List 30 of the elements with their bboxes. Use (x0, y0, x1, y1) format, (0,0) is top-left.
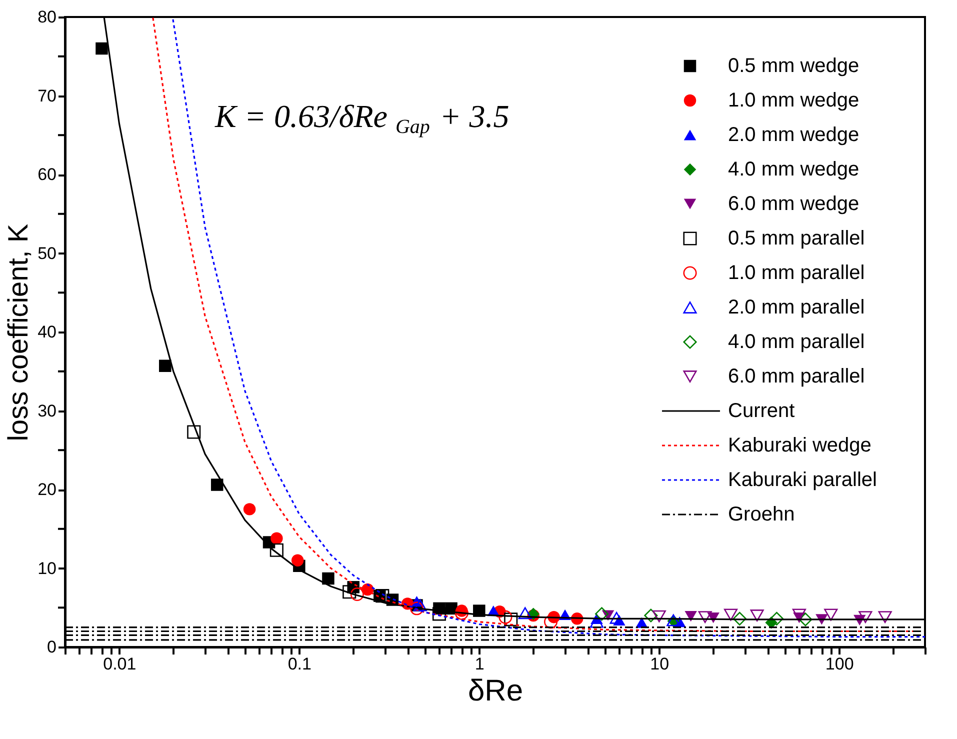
legend-label: 6.0 mm wedge (728, 193, 860, 215)
legend-label: 1.0 mm wedge (728, 90, 860, 112)
x-tick-label: 100 (825, 654, 854, 674)
y-tick-label: 10 (38, 558, 56, 578)
y-tick-label: 60 (38, 165, 56, 184)
y-tick-label: 50 (38, 244, 56, 263)
legend-label: 1.0 mm parallel (728, 262, 865, 284)
y-tick-label: 0 (47, 638, 56, 656)
y-tick-label: 40 (38, 322, 56, 342)
x-axis-title: δRe (468, 674, 524, 708)
y-tick-label: 30 (38, 401, 56, 420)
legend-label: Kaburaki parallel (728, 469, 877, 491)
y-tick-label: 80 (38, 8, 56, 26)
y-tick-label: 70 (38, 86, 56, 106)
x-tick-label: 0.01 (103, 654, 136, 674)
x-tick-label: 1 (474, 654, 484, 674)
y-axis-title: loss coefficient, K (2, 223, 34, 442)
legend-label: Groehn (728, 504, 795, 526)
legend-label: 2.0 mm parallel (728, 296, 865, 318)
x-tick-label: 10 (650, 654, 670, 674)
legend-label: 0.5 mm parallel (728, 228, 865, 250)
legend-label: 0.5 mm wedge (728, 55, 860, 77)
legend-label: Current (728, 400, 796, 422)
x-tick-label: 0.1 (288, 654, 312, 674)
legend-label: 2.0 mm wedge (728, 124, 860, 146)
legend-label: 4.0 mm wedge (728, 158, 860, 180)
y-tick-label: 20 (38, 480, 56, 499)
legend-label: 4.0 mm parallel (728, 331, 865, 353)
legend-label: Kaburaki wedge (728, 434, 872, 456)
legend-label: 6.0 mm parallel (728, 366, 865, 388)
